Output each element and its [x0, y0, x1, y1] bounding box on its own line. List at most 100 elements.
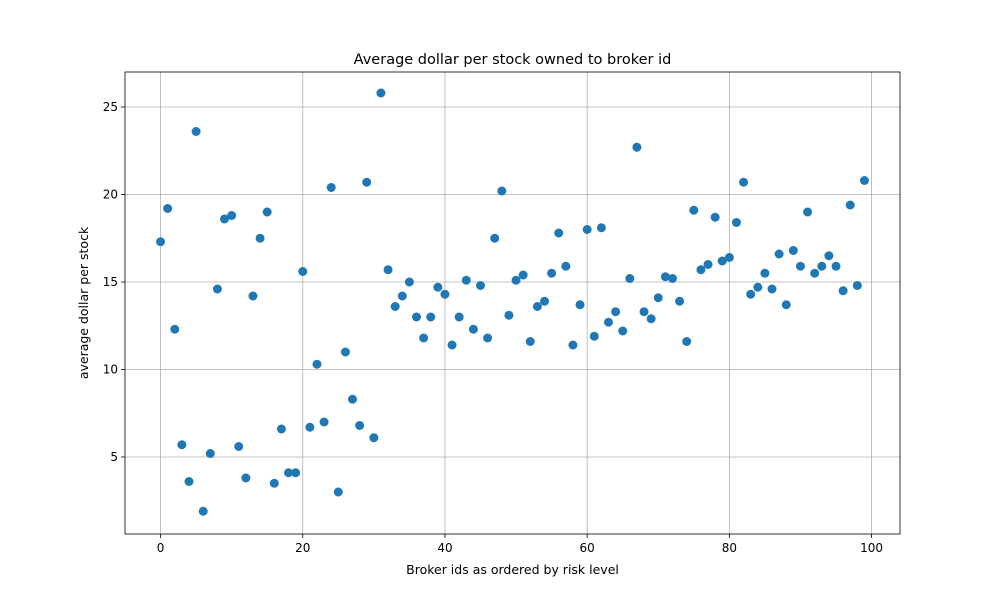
data-point — [767, 284, 777, 294]
data-point — [433, 282, 443, 292]
data-point — [788, 246, 798, 255]
data-point — [419, 333, 429, 343]
data-point — [724, 253, 734, 262]
data-point — [675, 296, 685, 306]
data-point — [497, 186, 507, 196]
data-point — [532, 302, 542, 311]
data-point — [340, 347, 350, 357]
data-point — [454, 312, 464, 322]
data-point — [603, 317, 613, 327]
data-point — [845, 200, 855, 210]
data-point — [525, 337, 535, 346]
data-point — [298, 267, 308, 276]
data-point — [803, 207, 813, 217]
x-tick-label: 20 — [295, 541, 310, 555]
data-point — [276, 424, 286, 434]
data-point — [667, 274, 677, 283]
data-point — [348, 394, 358, 404]
data-point — [582, 225, 592, 234]
data-point — [568, 340, 578, 350]
data-point — [383, 265, 393, 275]
data-point — [369, 433, 379, 443]
data-point — [859, 176, 869, 185]
data-point — [184, 477, 194, 486]
x-axis: 0 20 40 60 80 100 — [157, 534, 883, 555]
data-point — [511, 275, 521, 285]
data-point — [760, 268, 770, 278]
x-tick-label: 80 — [722, 541, 737, 555]
x-tick-label: 100 — [860, 541, 883, 555]
data-point — [177, 440, 187, 450]
data-point — [639, 307, 649, 317]
data-point — [355, 421, 365, 430]
data-point — [461, 275, 471, 285]
data-point — [255, 233, 265, 243]
data-point — [476, 281, 486, 290]
data-point — [653, 293, 663, 303]
data-point — [703, 260, 713, 269]
data-point — [504, 310, 514, 320]
data-point — [611, 307, 621, 317]
data-point — [774, 249, 784, 259]
data-point — [227, 211, 237, 220]
data-point — [618, 326, 628, 336]
y-axis-label: average dollar per stock — [76, 226, 91, 379]
data-point — [163, 204, 173, 213]
data-point — [575, 300, 585, 310]
data-point — [795, 261, 805, 271]
data-point — [390, 302, 400, 311]
data-points — [156, 88, 869, 516]
data-point — [490, 233, 500, 243]
data-point — [248, 291, 258, 301]
data-point — [312, 359, 322, 369]
y-tick-label: 5 — [110, 450, 118, 464]
y-tick-label: 15 — [103, 275, 118, 289]
plot-frame — [124, 71, 901, 535]
y-tick-label: 25 — [103, 100, 118, 114]
data-point — [284, 468, 294, 478]
data-point — [156, 237, 166, 247]
data-point — [397, 291, 407, 301]
data-point — [220, 214, 230, 224]
data-point — [539, 296, 549, 306]
x-tick-label: 0 — [157, 541, 165, 555]
data-point — [746, 289, 756, 299]
data-point — [518, 270, 528, 280]
data-point — [817, 261, 827, 271]
chart-title: Average dollar per stock owned to broker… — [354, 52, 672, 68]
y-axis: 5 10 15 20 25 — [103, 100, 125, 464]
data-point — [170, 324, 180, 334]
data-point — [376, 88, 386, 98]
data-point — [824, 251, 834, 261]
data-point — [589, 331, 599, 341]
data-point — [262, 207, 272, 217]
data-point — [234, 442, 244, 451]
data-point — [731, 218, 741, 227]
data-point — [717, 256, 727, 266]
x-tick-label: 60 — [580, 541, 595, 555]
data-point — [412, 312, 422, 322]
data-point — [753, 282, 763, 292]
data-point — [852, 281, 862, 290]
data-point — [554, 228, 564, 238]
data-point — [483, 333, 493, 343]
data-point — [440, 289, 450, 299]
data-point — [625, 274, 635, 283]
data-point — [660, 272, 670, 282]
data-point — [468, 324, 478, 334]
data-point — [198, 506, 208, 516]
data-point — [269, 478, 279, 488]
data-point — [561, 261, 571, 271]
data-point — [646, 314, 656, 324]
y-tick-label: 10 — [103, 363, 118, 377]
data-point — [682, 337, 692, 346]
data-point — [781, 300, 791, 310]
data-point — [426, 312, 436, 322]
data-point — [319, 417, 329, 427]
data-point — [447, 340, 457, 350]
data-point — [810, 268, 820, 278]
data-point — [739, 177, 749, 187]
data-point — [205, 449, 215, 458]
x-axis-label: Broker ids as ordered by risk level — [406, 562, 619, 577]
